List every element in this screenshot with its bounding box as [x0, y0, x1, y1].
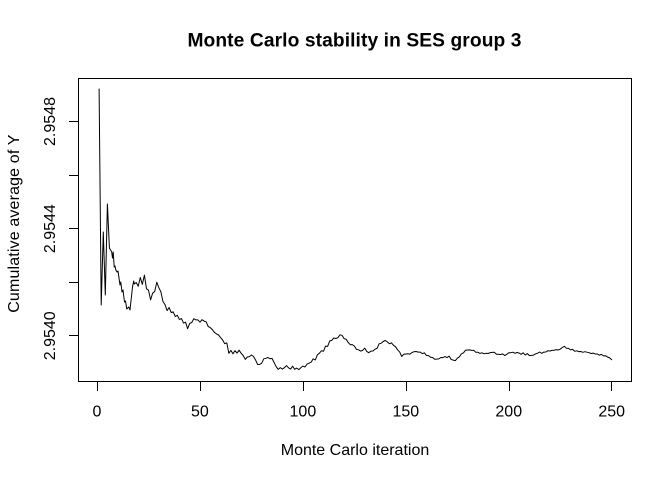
svg-text:250: 250	[598, 404, 625, 421]
svg-text:0: 0	[93, 404, 102, 421]
svg-text:Cumulative average of Y: Cumulative average of Y	[6, 134, 23, 313]
svg-text:50: 50	[191, 404, 209, 421]
svg-text:2.9540: 2.9540	[42, 311, 59, 360]
svg-text:2.9544: 2.9544	[42, 204, 59, 253]
svg-text:Monte Carlo iteration: Monte Carlo iteration	[281, 442, 430, 459]
svg-text:Monte Carlo stability in SES g: Monte Carlo stability in SES group 3	[187, 30, 521, 51]
svg-text:2.9548: 2.9548	[42, 97, 59, 146]
svg-text:100: 100	[290, 404, 317, 421]
svg-text:200: 200	[495, 404, 522, 421]
svg-text:150: 150	[392, 404, 419, 421]
